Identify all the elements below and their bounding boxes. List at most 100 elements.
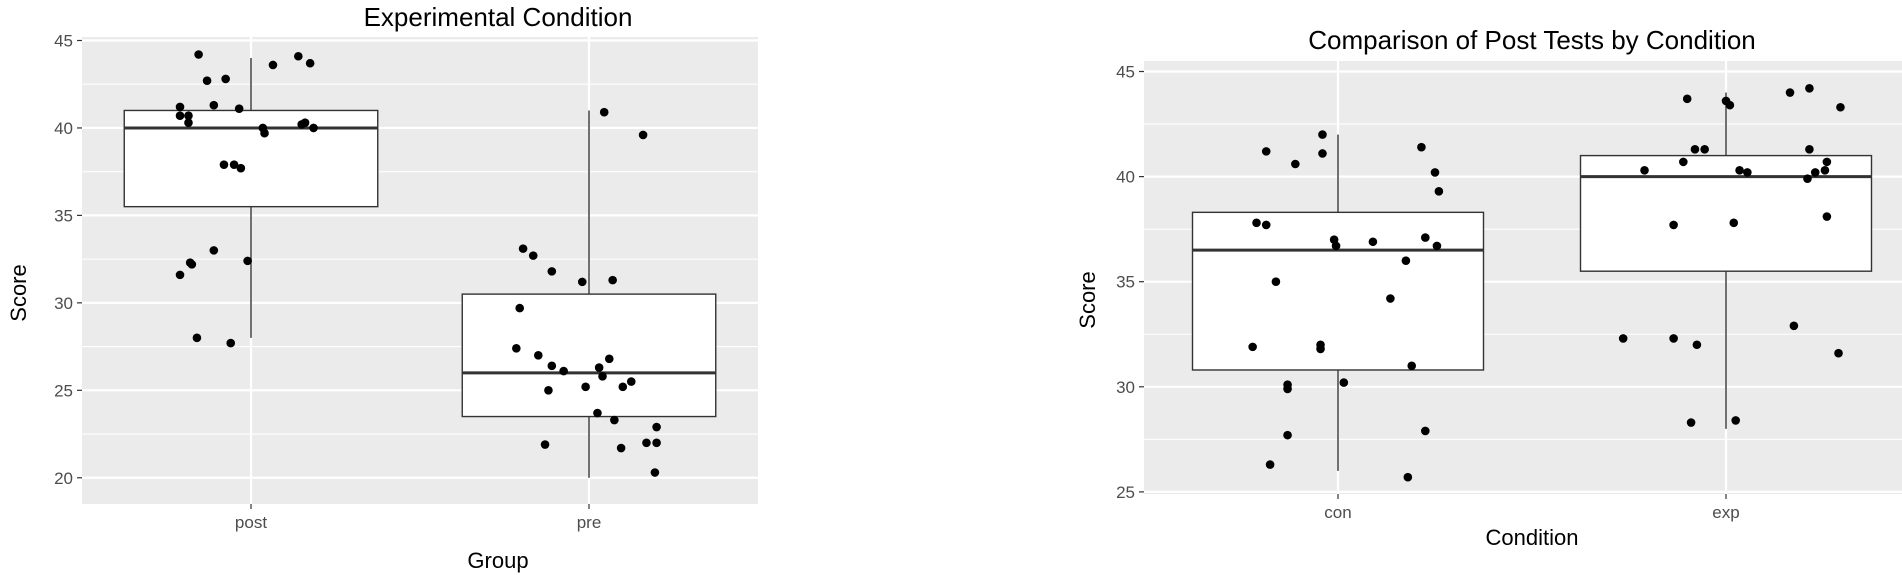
data-point	[194, 50, 203, 59]
chart-post-tests-by-condition: Comparison of Post Tests by Condition Co…	[1075, 25, 1902, 550]
data-point	[540, 440, 550, 449]
data-point	[1331, 241, 1341, 251]
x-tick-label: pre	[577, 513, 602, 532]
data-point	[1789, 321, 1799, 331]
data-point	[1417, 142, 1426, 152]
data-point	[1805, 84, 1814, 93]
data-point	[1421, 426, 1430, 436]
data-point	[209, 246, 219, 255]
box-exp	[1579, 154, 1873, 272]
data-point	[1810, 168, 1820, 177]
data-point	[547, 267, 557, 276]
data-point	[1318, 130, 1327, 139]
data-point	[1640, 166, 1649, 175]
x-tick-label: exp	[1712, 503, 1739, 522]
y-tick-label: 30	[1116, 378, 1135, 397]
data-point	[512, 344, 521, 353]
data-point	[528, 251, 538, 260]
box-con	[1191, 211, 1485, 371]
data-point	[221, 74, 230, 84]
data-point	[1283, 384, 1292, 394]
data-point	[544, 386, 553, 395]
box-pre	[461, 293, 717, 418]
y-tick-label: 35	[1116, 273, 1135, 292]
data-point	[184, 111, 193, 121]
data-point	[1430, 168, 1440, 177]
data-point	[175, 270, 185, 280]
y-tick-label: 25	[54, 381, 73, 400]
data-point	[1618, 334, 1628, 343]
y-tick-label: 30	[54, 294, 73, 313]
data-point	[1836, 102, 1845, 112]
data-point	[559, 366, 568, 376]
data-point	[626, 377, 636, 386]
data-point	[1421, 233, 1430, 242]
data-point	[1692, 340, 1702, 350]
chart-title: Comparison of Post Tests by Condition	[1308, 25, 1756, 55]
data-point	[202, 76, 212, 86]
data-point	[1316, 344, 1325, 354]
data-point	[1261, 147, 1271, 156]
data-point	[300, 118, 310, 128]
data-point	[209, 100, 219, 110]
data-point	[1318, 149, 1327, 158]
data-point	[1265, 460, 1275, 469]
data-point	[1669, 334, 1678, 343]
y-tick-label: 20	[54, 469, 73, 488]
data-point	[175, 102, 185, 112]
data-point	[638, 130, 648, 140]
y-tick-label: 45	[1116, 63, 1135, 82]
data-point	[1822, 212, 1832, 221]
data-point	[642, 438, 651, 448]
data-point	[1682, 94, 1692, 104]
data-point	[618, 382, 628, 392]
data-point	[598, 372, 607, 381]
data-point	[1283, 430, 1292, 440]
data-point	[616, 443, 626, 453]
chart-experimental-condition: Experimental Condition Group Score 20 25 3…	[6, 2, 758, 573]
data-point	[599, 107, 609, 117]
data-point	[1820, 166, 1830, 175]
data-point	[305, 58, 315, 68]
data-point	[610, 415, 619, 425]
data-point	[1686, 418, 1696, 427]
data-point	[1401, 256, 1411, 265]
data-point	[1731, 416, 1740, 425]
data-point	[1432, 241, 1442, 251]
data-point	[1261, 220, 1271, 230]
data-point	[534, 351, 543, 360]
data-point	[1785, 88, 1795, 97]
data-point	[1834, 348, 1843, 358]
data-point	[192, 333, 202, 343]
y-tick-label: 25	[1116, 483, 1135, 502]
data-point	[294, 51, 303, 61]
data-point	[593, 408, 602, 418]
data-point	[1735, 166, 1744, 175]
y-tick-label: 45	[54, 31, 73, 50]
data-point	[1339, 378, 1349, 387]
x-axis-label: Condition	[1486, 525, 1579, 550]
data-point	[1368, 237, 1378, 247]
data-point	[594, 363, 604, 372]
data-point	[1729, 218, 1739, 228]
data-point	[518, 244, 528, 253]
data-point	[1803, 174, 1812, 184]
data-point	[243, 256, 252, 266]
data-point	[547, 361, 557, 371]
data-point	[1252, 218, 1261, 228]
data-point	[175, 111, 185, 121]
data-point	[604, 354, 614, 364]
box-post	[123, 109, 379, 208]
data-point	[1669, 220, 1678, 230]
y-tick-label: 40	[1116, 168, 1135, 187]
data-point	[309, 123, 318, 133]
data-point	[268, 60, 278, 70]
data-point	[652, 422, 661, 432]
x-tick-label: post	[235, 513, 267, 532]
data-point	[1271, 277, 1281, 287]
data-point	[1700, 144, 1709, 154]
data-point	[1679, 157, 1688, 167]
data-point	[1743, 168, 1752, 177]
data-point	[1434, 187, 1444, 196]
data-point	[1291, 159, 1300, 169]
